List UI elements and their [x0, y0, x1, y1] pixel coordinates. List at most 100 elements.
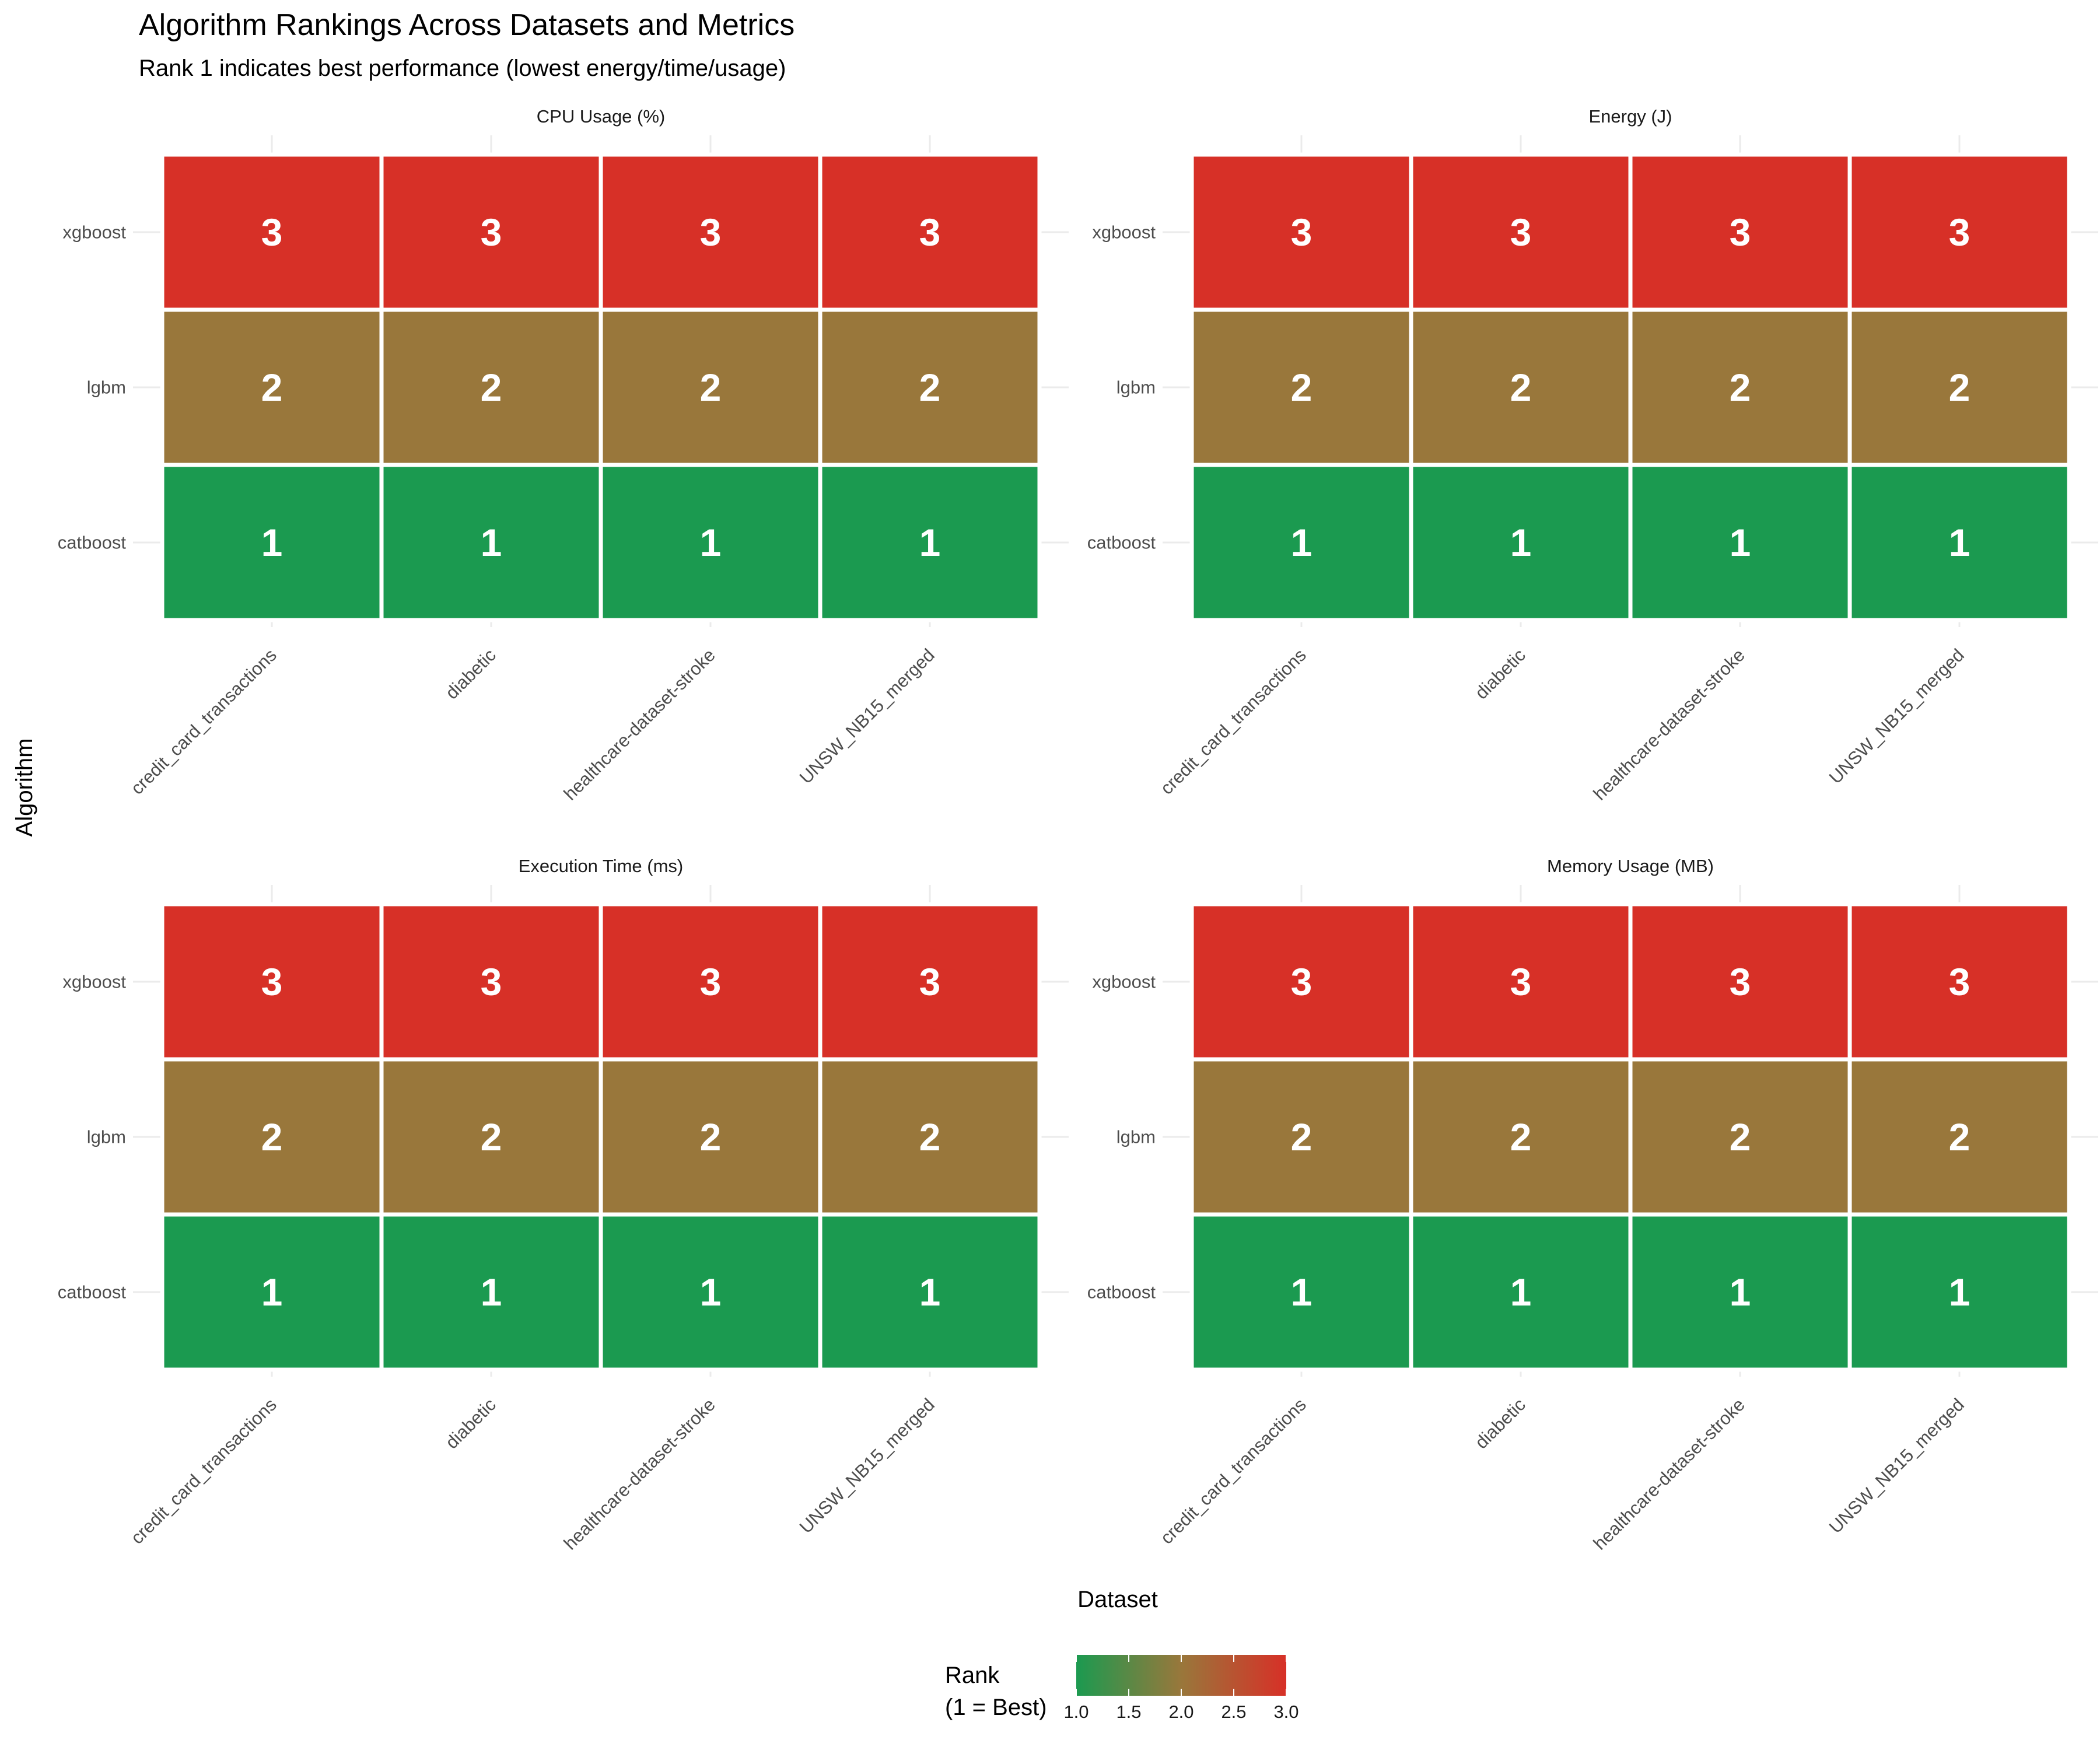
- x-tick-label: credit_card_transactions: [127, 1394, 281, 1548]
- cell-value-label: 1: [1949, 521, 1971, 564]
- cell-value-label: 3: [1949, 960, 1971, 1003]
- cell-value-label: 1: [1949, 1270, 1971, 1314]
- cell-value-label: 2: [481, 1115, 502, 1158]
- x-tick-label: UNSW_NB15_merged: [1825, 1394, 1968, 1537]
- cell-value-label: 2: [1291, 1115, 1312, 1158]
- cell-value-label: 1: [1291, 521, 1312, 564]
- heatmap-cell: [1628, 463, 1852, 622]
- heatmap-cell: [818, 463, 1042, 622]
- chart-subtitle: Rank 1 indicates best performance (lowes…: [139, 55, 786, 81]
- cell-value-label: 2: [261, 1115, 283, 1158]
- facet-memory-usage-mb: Memory Usage (MB) 3 3 3 3 2 2 2 2 1 1 1 1 xgboost lgbm…: [1087, 856, 2098, 1554]
- cell-value-label: 3: [261, 960, 283, 1003]
- heatmap-cell: [598, 463, 822, 622]
- legend-tick-label: 3.0: [1273, 1702, 1298, 1722]
- facet-strip-label: Execution Time (ms): [519, 856, 684, 876]
- x-tick-label: UNSW_NB15_merged: [1825, 645, 1968, 788]
- legend-tick-label: 1.0: [1063, 1702, 1088, 1722]
- legend-ticks: 1.0 1.5 2.0 2.5 3.0: [1063, 1655, 1299, 1722]
- x-tick-label: UNSW_NB15_merged: [796, 1394, 939, 1537]
- cell-value-label: 2: [261, 366, 283, 409]
- cell-value-label: 1: [481, 1270, 502, 1314]
- cell-value-label: 2: [1730, 1115, 1751, 1158]
- facet-cpu-usage: CPU Usage (%) 3 3 3 3 2 2 2 2 1 1 1 1 xgboost lgbm catb…: [58, 106, 1069, 804]
- cell-value-label: 1: [1730, 521, 1751, 564]
- cell-value-label: 3: [1291, 211, 1312, 254]
- heatmap-cell: [818, 152, 1042, 312]
- legend: Rank (1 = Best) 1.0 1.5 2.0 2.5 3.0: [945, 1655, 1299, 1722]
- y-tick-label: lgbm: [1116, 1127, 1156, 1147]
- cell-value-label: 2: [481, 366, 502, 409]
- heatmap-cell: [379, 152, 603, 312]
- cell-value-label: 3: [261, 211, 283, 254]
- heatmap-cell: [160, 307, 384, 467]
- cell-value-label: 2: [1510, 1115, 1532, 1158]
- x-tick-label: healthcare-dataset-stroke: [560, 1394, 719, 1553]
- heatmap-cell: [1847, 1212, 2071, 1372]
- legend-subtitle: (1 = Best): [945, 1695, 1047, 1720]
- heatmap-cell: [160, 463, 384, 622]
- facet-strip-label: Memory Usage (MB): [1547, 856, 1714, 876]
- heatmap-cell: [1628, 152, 1852, 312]
- cell-value-label: 2: [700, 1115, 722, 1158]
- heatmap-cell: [1847, 463, 2071, 622]
- cell-value-label: 1: [700, 1270, 722, 1314]
- heatmap-cell: [379, 902, 603, 1062]
- y-tick-label: catboost: [58, 533, 127, 553]
- cell-value-label: 1: [1510, 521, 1532, 564]
- cell-value-label: 3: [1510, 211, 1532, 254]
- x-tick-label: credit_card_transactions: [1156, 1394, 1310, 1548]
- chart-title: Algorithm Rankings Across Datasets and M…: [139, 8, 794, 42]
- cell-value-label: 2: [1949, 366, 1971, 409]
- cell-value-label: 2: [1510, 366, 1532, 409]
- x-tick-label: healthcare-dataset-stroke: [560, 645, 719, 804]
- cell-value-label: 3: [919, 211, 941, 254]
- facet-execution-time-ms: Execution Time (ms) 3 3 3 3 2 2 2 2 1 1 1 1 xgboost lg…: [58, 856, 1069, 1554]
- heatmap-cell: [160, 1057, 384, 1217]
- cell-value-label: 1: [261, 521, 283, 564]
- cell-value-label: 2: [700, 366, 722, 409]
- heatmap-cell: [1189, 1212, 1413, 1372]
- facet-energy-j: Energy (J) 3 3 3 3 2 2 2 2 1 1 1 1 xgboost lgbm catboos…: [1087, 106, 2098, 804]
- cell-value-label: 2: [1291, 366, 1312, 409]
- x-tick-label: healthcare-dataset-stroke: [1590, 645, 1749, 804]
- x-tick-label: healthcare-dataset-stroke: [1590, 1394, 1749, 1553]
- x-tick-label: diabetic: [1471, 645, 1530, 703]
- heatmap-cell: [1189, 463, 1413, 622]
- legend-tick-label: 2.0: [1168, 1702, 1194, 1722]
- y-tick-label: lgbm: [87, 377, 126, 398]
- cell-value-label: 3: [1510, 960, 1532, 1003]
- facet-strip-label: Energy (J): [1589, 106, 1672, 127]
- x-tick-label: diabetic: [442, 645, 500, 703]
- x-tick-label: credit_card_transactions: [127, 645, 281, 799]
- y-tick-label: xgboost: [62, 222, 126, 243]
- heatmap-cell: [598, 1212, 822, 1372]
- cell-value-label: 2: [919, 1115, 941, 1158]
- cell-value-label: 1: [700, 521, 722, 564]
- cell-value-label: 1: [1730, 1270, 1751, 1314]
- y-tick-label: catboost: [1087, 533, 1156, 553]
- y-tick-label: catboost: [58, 1282, 127, 1303]
- cell-value-label: 3: [1730, 960, 1751, 1003]
- x-tick-label: diabetic: [442, 1394, 500, 1452]
- x-tick-label: diabetic: [1471, 1394, 1530, 1452]
- cell-value-label: 1: [1291, 1270, 1312, 1314]
- facet-strip-label: CPU Usage (%): [537, 106, 666, 127]
- y-tick-label: xgboost: [62, 972, 126, 992]
- heatmap-cell: [1409, 1057, 1633, 1217]
- heatmap-cell: [818, 307, 1042, 467]
- heatmap-cell: [379, 1057, 603, 1217]
- heatmap-cell: [1409, 902, 1633, 1062]
- x-axis-title: Dataset: [1077, 1587, 1158, 1612]
- y-tick-label: catboost: [1087, 1282, 1156, 1303]
- heatmap-cell: [598, 152, 822, 312]
- y-tick-label: lgbm: [87, 1127, 126, 1147]
- x-tick-label: credit_card_transactions: [1156, 645, 1310, 799]
- legend-title: Rank: [945, 1662, 1000, 1688]
- x-tick-label: UNSW_NB15_merged: [796, 645, 939, 788]
- y-tick-label: xgboost: [1092, 972, 1156, 992]
- facet-panels: CPU Usage (%) 3 3 3 3 2 2 2 2 1 1 1 1 xgboost lgbm catb…: [58, 106, 2098, 1554]
- cell-value-label: 1: [919, 521, 941, 564]
- cell-value-label: 1: [919, 1270, 941, 1314]
- cell-value-label: 3: [1730, 211, 1751, 254]
